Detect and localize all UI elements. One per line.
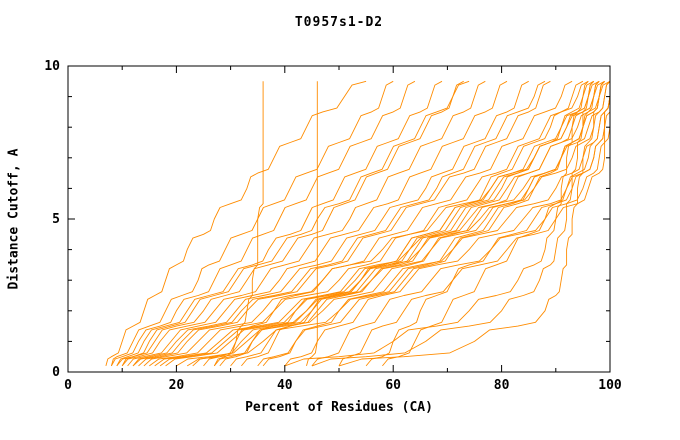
- svg-text:100: 100: [598, 378, 622, 393]
- svg-text:5: 5: [52, 212, 60, 227]
- svg-text:40: 40: [277, 378, 293, 393]
- x-axis-label: Percent of Residues (CA): [245, 400, 433, 415]
- svg-text:20: 20: [169, 378, 185, 393]
- chart-title: T0957s1-D2: [294, 15, 384, 30]
- svg-text:60: 60: [385, 378, 401, 393]
- svg-text:80: 80: [494, 378, 510, 393]
- svg-text:0: 0: [64, 378, 72, 393]
- svg-text:10: 10: [44, 59, 60, 74]
- svg-text:0: 0: [52, 365, 60, 380]
